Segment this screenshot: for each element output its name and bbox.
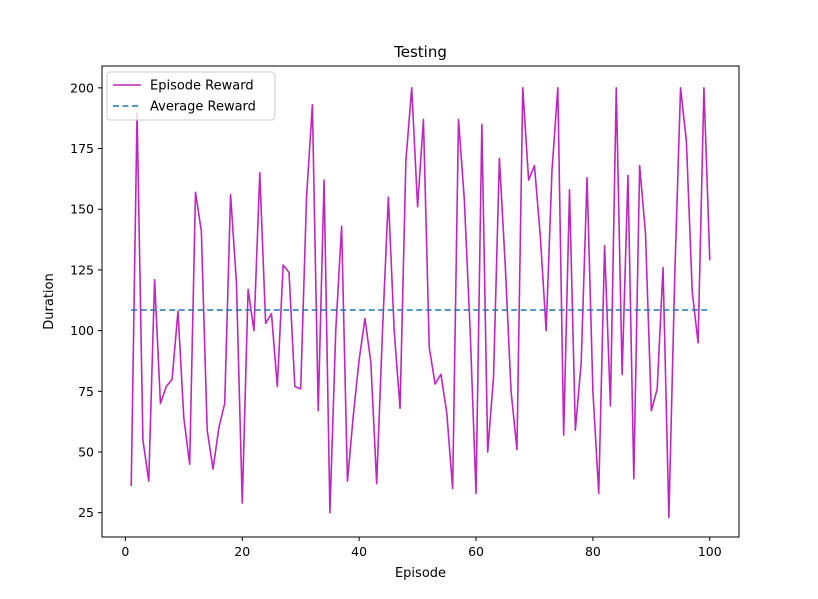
plot-area [130, 87, 711, 519]
y-tick-label: 200 [70, 80, 94, 95]
legend-box [106, 71, 276, 121]
plot-frame [101, 65, 740, 538]
legend-entry: Average Reward [150, 100, 256, 115]
legend-entry: Episode Reward [150, 79, 254, 94]
series-line-episode-reward [130, 87, 711, 519]
y-tick-label: 150 [70, 202, 94, 217]
y-tick-label: 75 [78, 384, 94, 399]
y-tick-label: 175 [70, 141, 94, 156]
x-tick-label: 100 [698, 544, 722, 559]
legend: Episode Reward Average Reward [106, 71, 276, 121]
x-tick-label: 60 [468, 544, 484, 559]
y-tick-label: 125 [70, 262, 94, 277]
x-tick-label: 0 [121, 544, 129, 559]
y-tick-label: 100 [70, 323, 94, 338]
x-tick-label: 20 [234, 544, 250, 559]
axis-ticks: 0 20 40 60 80 100 25 50 75 100 125 150 175 200 [70, 80, 722, 559]
y-axis-label: Duration [42, 273, 57, 329]
y-tick-label: 25 [78, 505, 94, 520]
x-axis-label: Episode [395, 566, 446, 581]
x-tick-label: 80 [585, 544, 601, 559]
chart-title: Testing [393, 43, 447, 61]
y-tick-label: 50 [78, 445, 94, 460]
x-tick-label: 40 [351, 544, 367, 559]
